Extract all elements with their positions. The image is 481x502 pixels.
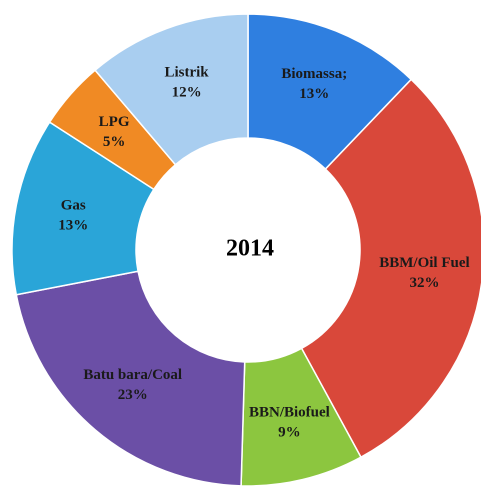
segment-label: Gas (61, 198, 86, 214)
chart-title: 2014 (226, 236, 274, 262)
donut-segment (94, 13, 249, 166)
donut-segment (247, 13, 413, 171)
segment-value-label: 12% (172, 84, 202, 100)
segment-label: Batu bara/Coal (83, 367, 182, 383)
segment-value-label: 13% (58, 218, 88, 234)
segment-label: Biomassa; (281, 66, 347, 82)
segment-label: LPG (99, 114, 130, 130)
segment-label: BBN/Biofuel (249, 405, 330, 421)
segment-label: Listrik (164, 64, 209, 80)
segment-value-label: 5% (103, 134, 126, 150)
segment-label: BBM/Oil Fuel (379, 255, 469, 271)
donut-segment (11, 121, 155, 296)
segment-value-label: 23% (118, 387, 148, 403)
segment-value-label: 9% (278, 425, 301, 441)
segment-value-label: 32% (409, 275, 439, 291)
donut-segment (300, 78, 481, 459)
donut-segment (15, 270, 246, 487)
segment-value-label: 13% (299, 86, 329, 102)
